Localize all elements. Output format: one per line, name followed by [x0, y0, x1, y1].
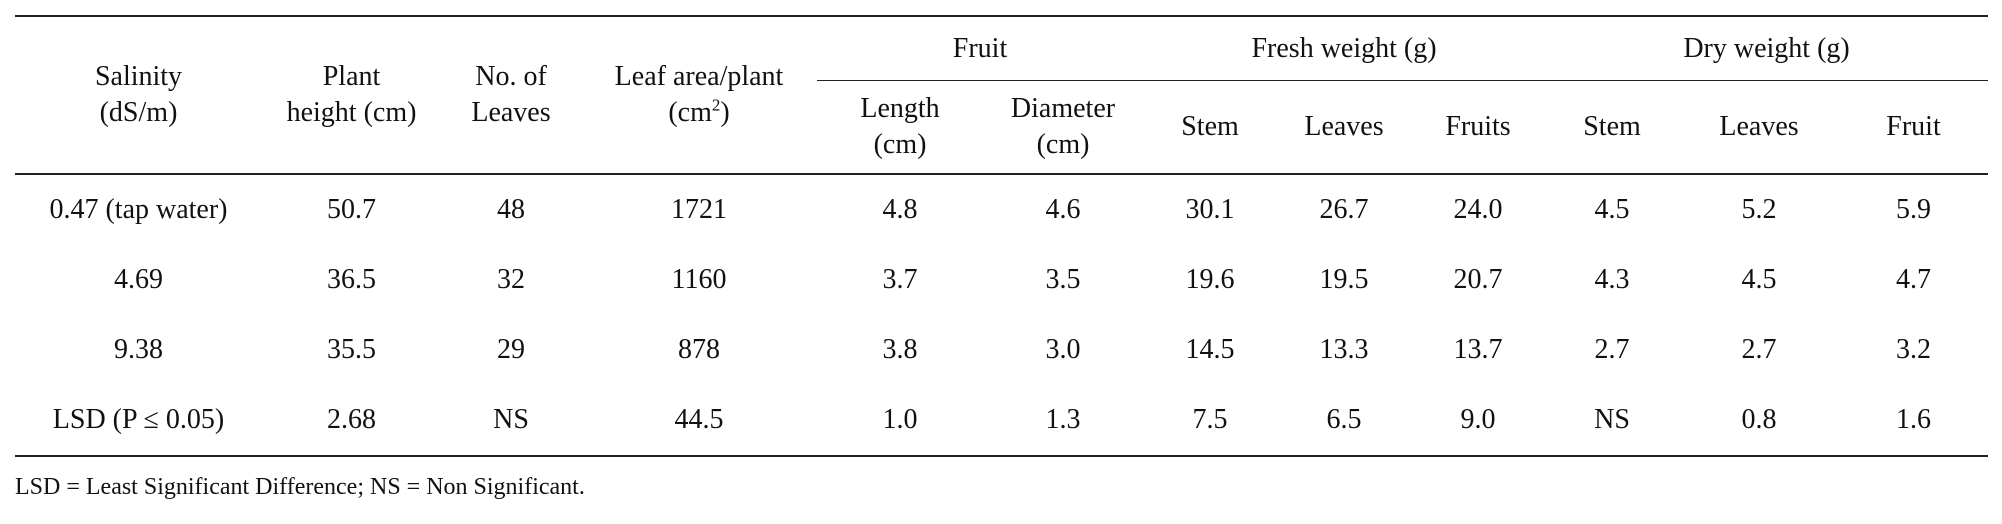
table-cell: 44.5 — [674, 404, 724, 435]
table-cell: 0.8 — [1741, 404, 1777, 435]
table-cell: 32 — [497, 264, 525, 295]
table-cell: 6.5 — [1326, 404, 1362, 435]
table-cell: 24.0 — [1453, 194, 1503, 225]
data-table: Salinity (dS/m) Plant height (cm) No. of… — [15, 15, 1989, 457]
table-cell: NS — [1594, 404, 1630, 435]
header-row: Length (cm) Diameter (cm) Stem Leaves Fruits… — [15, 81, 1988, 175]
table-header: Salinity (dS/m) Plant height (cm) No. of… — [15, 16, 1989, 175]
table-cell: 9.38 — [114, 334, 163, 365]
footnote: LSD = Least Significant Difference; NS =… — [15, 474, 585, 500]
table-cell: 2.7 — [1741, 334, 1777, 365]
table-cell: 2.68 — [327, 404, 376, 435]
header-row: Salinity (dS/m) Plant height (cm) No. of… — [15, 16, 1989, 128]
table-cell: 2.7 — [1594, 334, 1630, 365]
column-header: No. of Leaves — [471, 61, 551, 128]
table-cell: 878 — [678, 334, 720, 365]
table-cell: 1160 — [671, 264, 727, 295]
table-cell: 3.7 — [882, 264, 918, 295]
group-header: Fruit — [817, 16, 1143, 81]
table-cell: 1.6 — [1896, 404, 1932, 435]
column-header: Diameter (cm) — [1010, 93, 1116, 160]
column-header: Plant height (cm) — [286, 61, 417, 128]
table-cell: 1721 — [671, 194, 727, 225]
table-cell: 4.8 — [882, 194, 918, 225]
superscript: 2 — [711, 95, 721, 115]
table-cell: 50.7 — [327, 194, 376, 225]
table-cell: 29 — [497, 334, 525, 365]
table-cell: 13.7 — [1453, 334, 1503, 365]
table-cell: 5.2 — [1741, 194, 1777, 225]
table-cell: 14.5 — [1185, 334, 1235, 365]
header-text: Leaf area/plant (cm — [614, 61, 784, 128]
table-cell: 35.5 — [327, 334, 376, 365]
table-cell: 5.9 — [1896, 194, 1932, 225]
column-header: Salinity (dS/m) — [94, 61, 183, 128]
column-header: Leaves — [1304, 111, 1384, 142]
table-cell: 4.5 — [1741, 264, 1777, 295]
group-header: Fresh weight (g) — [1143, 16, 1546, 81]
group-header: Dry weight (g) — [1545, 16, 1989, 81]
column-header: Leaves — [1719, 111, 1799, 142]
table-cell: 20.7 — [1453, 264, 1503, 295]
table-row: 9.38 35.5 29 878 3.8 3.0 14.5 13.3 13.7 2.7 2.7 3.2 — [15, 315, 1988, 385]
header-text: ) — [720, 97, 730, 128]
column-header: Fruits — [1445, 111, 1511, 142]
table-row: 4.69 36.5 32 1160 3.7 3.5 19.6 19.5 20.7 4.3 4.5 4.… — [15, 245, 1988, 315]
column-header: Stem — [1181, 111, 1239, 142]
table-cell: 19.5 — [1319, 264, 1369, 295]
table-cell: 13.3 — [1319, 334, 1369, 365]
table-cell: LSD (P ≤ 0.05) — [52, 404, 225, 435]
table-cell: 9.0 — [1460, 404, 1496, 435]
table-cell: 4.69 — [114, 264, 163, 295]
table-cell: 7.5 — [1192, 404, 1228, 435]
table-cell: 26.7 — [1319, 194, 1369, 225]
table-cell: 19.6 — [1185, 264, 1235, 295]
table-cell: 3.5 — [1045, 264, 1081, 295]
column-header: Fruit — [1886, 111, 1941, 142]
column-header: Length (cm) — [860, 93, 940, 160]
table-row: LSD (P ≤ 0.05) 2.68 NS 44.5 1.0 1.3 7.5 6.5 9.0 N… — [15, 385, 1988, 456]
table-cell: 0.47 (tap water) — [49, 194, 228, 225]
table-cell: 4.6 — [1045, 194, 1081, 225]
table-cell: 4.7 — [1896, 264, 1932, 295]
table-cell: 48 — [497, 194, 525, 225]
table-cell: 3.0 — [1045, 334, 1081, 365]
table-row: 0.47 (tap water) 50.7 48 1721 4.8 4.6 30.1 26.7… — [15, 174, 1988, 245]
table-cell: 1.3 — [1045, 404, 1081, 435]
column-header: Stem — [1583, 111, 1641, 142]
table-cell: 36.5 — [327, 264, 376, 295]
table-cell: 4.3 — [1594, 264, 1630, 295]
table-cell: 1.0 — [882, 404, 918, 435]
table-cell: 30.1 — [1185, 194, 1235, 225]
table-cell: 3.2 — [1896, 334, 1932, 365]
table-cell: 4.5 — [1594, 194, 1630, 225]
table-cell: NS — [493, 404, 529, 435]
table-cell: 3.8 — [882, 334, 918, 365]
table-body: 0.47 (tap water) 50.7 48 1721 4.8 4.6 30.1 26.7… — [15, 174, 1989, 456]
column-header: Leaf area/plant (cm2) — [581, 16, 817, 174]
